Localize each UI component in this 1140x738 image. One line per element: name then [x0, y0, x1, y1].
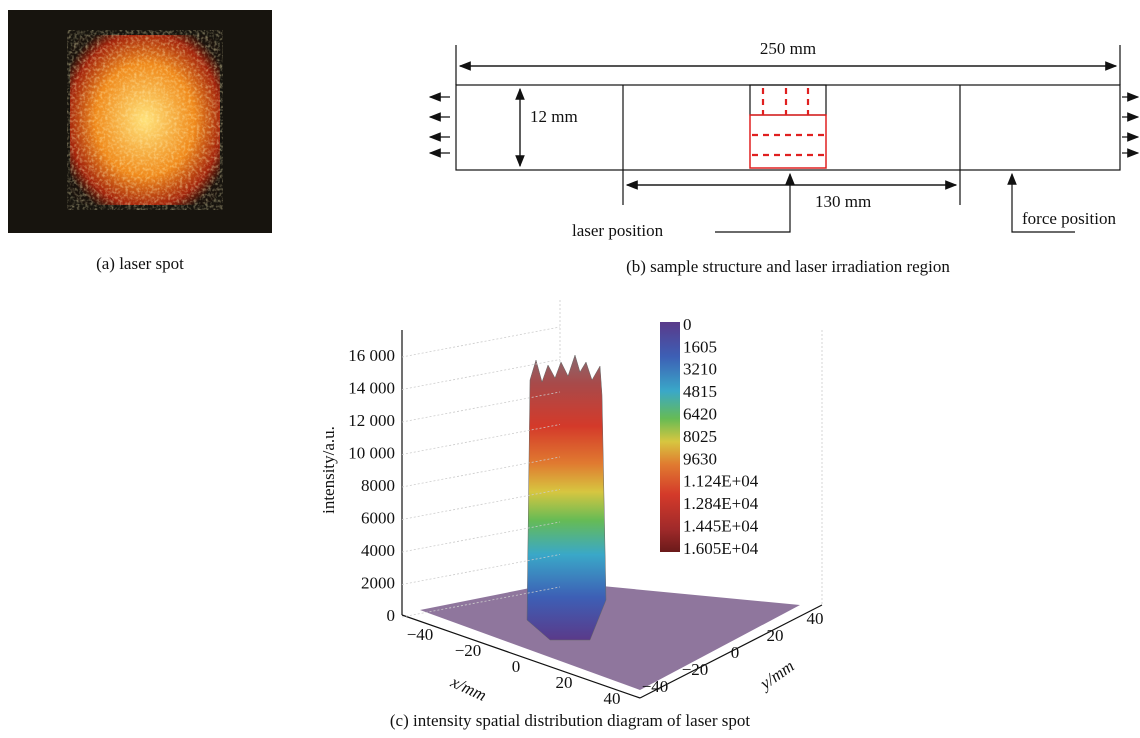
z-tick-label: 16 000	[348, 346, 395, 365]
x-tick-label: 20	[556, 673, 573, 692]
laser-spot-image	[8, 10, 272, 233]
caption-c: (c) intensity spatial distribution diagr…	[390, 711, 751, 730]
y-tick-label: −40	[642, 677, 669, 696]
y-tick-label: 20	[767, 626, 784, 645]
x-tick-label: 0	[512, 657, 521, 676]
colorbar-label: 1.445E+04	[683, 517, 759, 536]
colorbar-label: 9630	[683, 449, 717, 468]
colorbar-label: 6420	[683, 405, 717, 424]
z-tick-label: 14 000	[348, 378, 395, 397]
force-label: force position	[1022, 209, 1116, 228]
caption-a: (a) laser spot	[96, 254, 184, 273]
z-tick-label: 4000	[361, 541, 395, 560]
y-tick-label: −20	[682, 660, 709, 679]
z-tick-label: 2000	[361, 573, 395, 592]
y-tick-label: 0	[731, 643, 740, 662]
figure: (a) laser spot 250 mm 12 mm 130 mm laser…	[0, 0, 1140, 738]
span-label: 130 mm	[815, 192, 871, 211]
x-axis-label: x/mm	[447, 672, 489, 705]
colorbar-label: 0	[683, 315, 692, 334]
x-tick-label: −40	[407, 625, 434, 644]
z-tick-label: 12 000	[348, 411, 395, 430]
caption-b: (b) sample structure and laser irradiati…	[626, 257, 950, 276]
colorbar-label: 1.124E+04	[683, 472, 759, 491]
z-tick-label: 6000	[361, 508, 395, 527]
colorbar-label: 1.605E+04	[683, 539, 759, 558]
surface-plot	[402, 300, 822, 698]
x-tick-label: −20	[455, 641, 482, 660]
colorbar-label: 3210	[683, 360, 717, 379]
z-tick-label: 8000	[361, 476, 395, 495]
laser-label: laser position	[572, 221, 664, 240]
height-label: 12 mm	[530, 107, 578, 126]
sample-diagram	[430, 45, 1138, 232]
colorbar-label: 8025	[683, 427, 717, 446]
y-tick-label: 40	[807, 609, 824, 628]
x-tick-label: 40	[604, 689, 621, 708]
z-axis-label: intensity/a.u.	[319, 426, 338, 514]
z-tick-label: 0	[387, 606, 396, 625]
z-tick-label: 10 000	[348, 443, 395, 462]
length-label: 250 mm	[760, 39, 816, 58]
y-axis-label: y/mm	[755, 656, 798, 694]
colorbar-label: 1605	[683, 337, 717, 356]
colorbar-label: 4815	[683, 382, 717, 401]
colorbar-label: 1.284E+04	[683, 494, 759, 513]
grid-line	[402, 327, 560, 357]
